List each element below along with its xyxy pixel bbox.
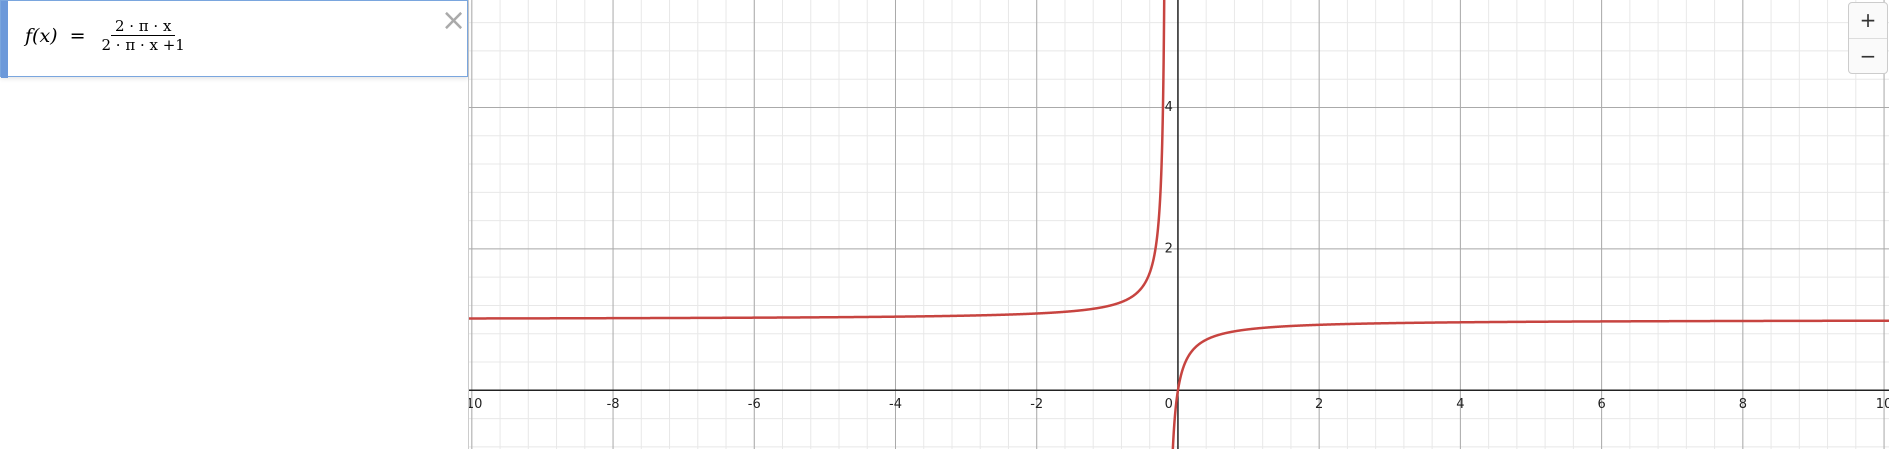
zoom-in[interactable]: + (1859, 8, 1877, 32)
x-tick-label: 0 (1165, 397, 1173, 412)
numerator: 2 · π · x (110, 17, 176, 36)
y-tick-label: 2 (1165, 241, 1173, 256)
fraction: 2 · π · x 2 · π · x +1 (98, 17, 189, 54)
zoom-out[interactable]: − (1849, 38, 1887, 74)
x-tick-label: 6 (1597, 397, 1605, 412)
graph: -10 -8 -6 -4 -2 0 2 4 6 8 10 2 4 (469, 0, 1889, 449)
expression-math: f(x) = 2 · π · x 2 · π · x +1 (25, 17, 189, 54)
x-tick-label: -10 (469, 397, 482, 412)
y-tick-label: 4 (1165, 100, 1173, 115)
expression-list: f(x) = 2 · π · x 2 · π · x +1 × (0, 0, 469, 449)
x-tick-label: -4 (889, 397, 902, 412)
x-tick-label: 10 (1876, 397, 1889, 412)
equals: = (69, 24, 86, 47)
x-tick-label: -8 (607, 397, 620, 412)
x-tick-label: 8 (1739, 397, 1747, 412)
x-tick-label: -6 (748, 397, 761, 412)
expression-row[interactable]: f(x) = 2 · π · x 2 · π · x +1 × (0, 0, 468, 78)
x-tick-label: 4 (1456, 397, 1464, 412)
x-tick-label: 2 (1315, 397, 1323, 412)
function-curve (469, 0, 1889, 449)
close-button[interactable]: × (441, 3, 467, 38)
lhs: f(x) (25, 24, 58, 47)
expression-tab (1, 1, 8, 78)
x-tick-label: -2 (1030, 397, 1043, 412)
zoom-controls: + − (1848, 2, 1888, 74)
denominator: 2 · π · x +1 (101, 36, 185, 54)
